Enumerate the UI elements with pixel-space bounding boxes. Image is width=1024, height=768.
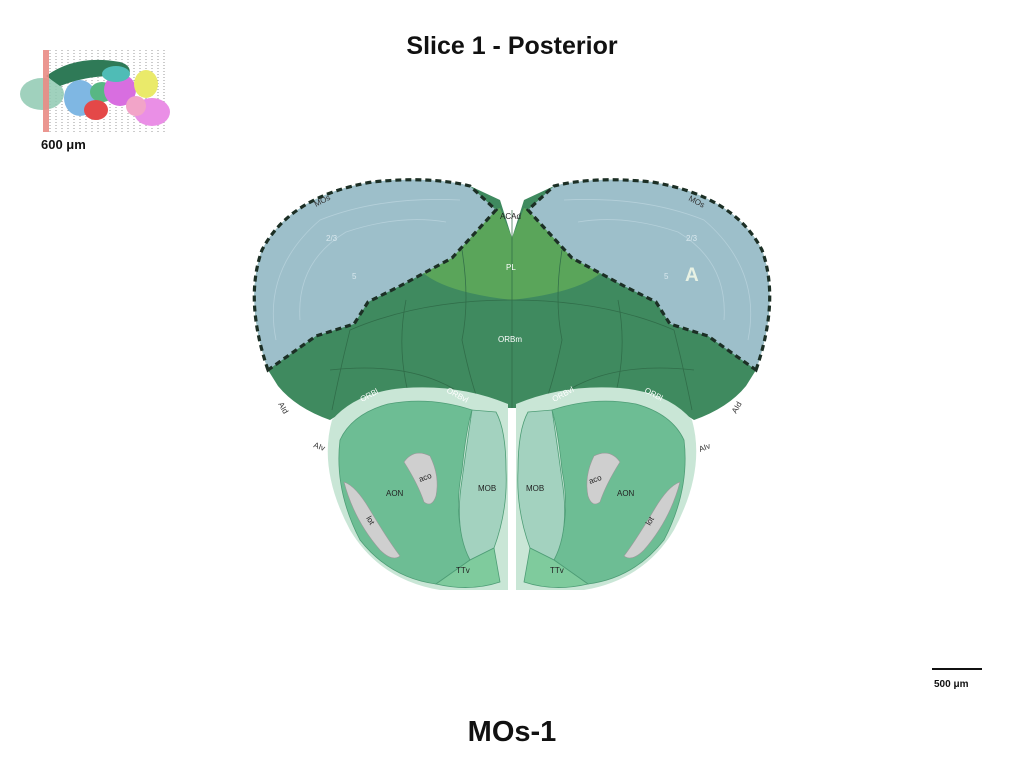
tract-aco-right	[586, 452, 621, 505]
brain-overview-thumbnail	[16, 48, 176, 134]
region-mos-left	[252, 178, 499, 373]
region-mos-right	[525, 178, 772, 373]
scale-bar	[932, 668, 982, 670]
tract-lot-left	[343, 481, 401, 559]
panel-marker-a: A	[685, 265, 699, 286]
label-ttv-right: TTv	[550, 566, 564, 575]
thumbnail-scale-label: 600 μm	[41, 137, 86, 152]
label-layer23-left: 2/3	[326, 234, 338, 243]
label-layer5-left: 5	[352, 272, 357, 281]
region-caption: MOs-1	[467, 716, 557, 748]
label-aid-left: AId	[276, 401, 290, 416]
slice-position-marker	[43, 50, 49, 132]
label-layer23-right: 2/3	[686, 234, 698, 243]
label-aid-right: AId	[730, 400, 744, 415]
region-ttv-right	[523, 547, 589, 588]
label-aco-right: aco	[588, 473, 604, 486]
label-aon-right: AON	[617, 489, 635, 498]
region-aon-left	[338, 400, 473, 585]
label-pl: PL	[506, 263, 516, 272]
scale-bar-label: 500 μm	[934, 679, 969, 690]
label-orbm: ORBm	[498, 335, 522, 344]
label-mob-left: MOB	[478, 484, 496, 493]
label-acad: ACAd	[500, 212, 521, 221]
label-aiv-right: AIv	[698, 441, 712, 453]
label-ttv-left: TTv	[456, 566, 470, 575]
label-layer5-right: 5	[664, 272, 669, 281]
slice-title: Slice 1 - Posterior	[406, 32, 618, 60]
label-aon-left: AON	[386, 489, 404, 498]
label-aiv-left: AIv	[312, 440, 326, 452]
region-ttv-left	[435, 547, 501, 588]
label-aco-left: aco	[418, 471, 434, 484]
tract-aco-left	[403, 452, 438, 505]
tract-lot-right	[623, 481, 681, 559]
label-mob-right: MOB	[526, 484, 544, 493]
